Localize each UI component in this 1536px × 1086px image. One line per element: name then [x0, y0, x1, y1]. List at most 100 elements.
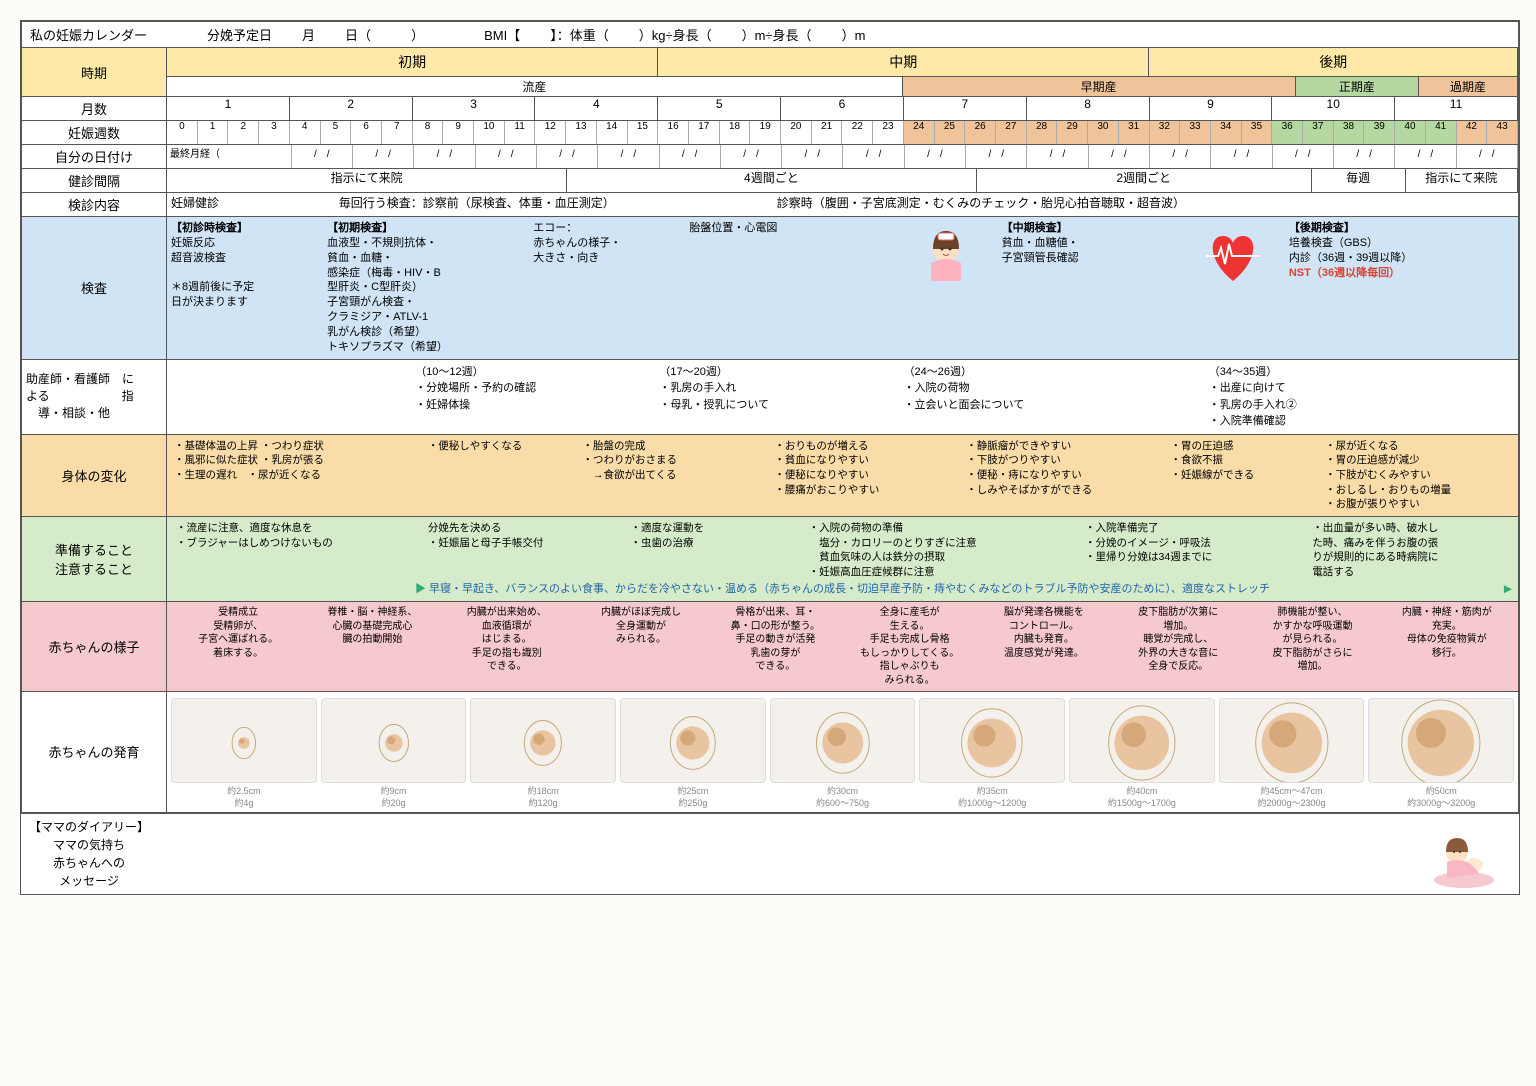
growth-size: 約2.5cm	[171, 786, 317, 798]
week-cell: 19	[750, 121, 781, 144]
own-date-slot: / /	[1211, 145, 1272, 168]
label-exam: 検査	[22, 217, 167, 359]
own-date-slot: / /	[1273, 145, 1334, 168]
own-date-slot: / /	[1027, 145, 1088, 168]
growth-size: 約35cm	[919, 786, 1065, 798]
own-date-slot: / /	[1150, 145, 1211, 168]
month-cell: 11	[1395, 97, 1518, 120]
week-cell: 32	[1150, 121, 1181, 144]
checkup-content-row: 妊婦健診 毎回行う検査：診察前（尿検査、体重・血圧測定） 診察時（腹囲・子宮底測…	[167, 193, 1518, 216]
label-body: 身体の変化	[22, 435, 167, 516]
growth-item: 約9cm約20g	[321, 698, 467, 809]
growth-weight: 約20g	[321, 798, 467, 810]
week-cell: 22	[842, 121, 873, 144]
growth-item: 約35cm約1000g～1200g	[919, 698, 1065, 809]
label-weeks: 妊娠週数	[22, 121, 167, 144]
month-cell: 4	[535, 97, 658, 120]
growth-size: 約40cm	[1069, 786, 1215, 798]
week-cell: 24	[904, 121, 935, 144]
week-cell: 36	[1272, 121, 1303, 144]
label-checkup-content: 検診内容	[22, 193, 167, 216]
week-cell: 0	[167, 121, 198, 144]
week-cell: 17	[689, 121, 720, 144]
growth-item: 約50cm約3000g～3200g	[1368, 698, 1514, 809]
checkup-interval-cell: 指示にて来院	[1406, 169, 1518, 192]
week-cell: 5	[321, 121, 352, 144]
week-cell: 18	[720, 121, 751, 144]
own-date-slot: / /	[1334, 145, 1395, 168]
sub-miscarriage: 流産	[167, 77, 903, 96]
diary-title: 【ママのダイアリー】	[29, 818, 149, 836]
label-midwife: 助産師・看護師 に よる 指 導・相談・他	[22, 360, 167, 434]
label-growth: 赤ちゃんの発育	[22, 692, 167, 811]
growth-size: 約50cm	[1368, 786, 1514, 798]
sub-fullterm: 正期産	[1296, 77, 1419, 96]
growth-size: 約30cm	[770, 786, 916, 798]
own-date-slot: / /	[353, 145, 414, 168]
week-cell: 3	[259, 121, 290, 144]
week-cell: 9	[443, 121, 474, 144]
prep-body: ・流産に注意、適度な休息を ・ブラジャーはしめつけないもの 分娩先を決める ・妊…	[167, 517, 1518, 601]
week-cell: 8	[413, 121, 444, 144]
sub-postterm: 過期産	[1419, 77, 1518, 96]
arrow-right-icon: ▶	[1504, 582, 1512, 597]
growth-item: 約2.5cm約4g	[171, 698, 317, 809]
pregnancy-calendar: 私の妊娠カレンダー 分娩予定日 月 日（ ） BMI【 】：体重（ ）kg÷身長…	[20, 20, 1520, 814]
label-months: 月数	[22, 97, 167, 120]
month-cell: 3	[413, 97, 536, 120]
growth-size: 約18cm	[470, 786, 616, 798]
label-prep: 準備すること 注意すること	[22, 517, 167, 601]
fetus-illustration	[620, 698, 766, 783]
period-late: 後期	[1149, 48, 1518, 76]
week-cell: 40	[1395, 121, 1426, 144]
growth-weight: 約250g	[620, 798, 766, 810]
week-cell: 11	[505, 121, 536, 144]
week-cell: 30	[1088, 121, 1119, 144]
fetus-illustration	[321, 698, 467, 783]
growth-weight: 約600～750g	[770, 798, 916, 810]
checkup-interval-cell: 毎週	[1312, 169, 1406, 192]
week-cell: 39	[1364, 121, 1395, 144]
month-cell: 2	[290, 97, 413, 120]
growth-size: 約25cm	[620, 786, 766, 798]
week-cell: 13	[566, 121, 597, 144]
week-cell: 26	[965, 121, 996, 144]
week-cell: 4	[290, 121, 321, 144]
week-cell: 1	[198, 121, 229, 144]
week-cell: 21	[812, 121, 843, 144]
own-date-slot: / /	[721, 145, 782, 168]
weeks-row: 0123456789101112131415161718192021222324…	[167, 121, 1518, 144]
week-cell: 33	[1180, 121, 1211, 144]
growth-item: 約40cm約1500g～1700g	[1069, 698, 1215, 809]
week-cell: 25	[935, 121, 966, 144]
body-body: ・基礎体温の上昇 ・つわり症状 ・風邪に似た症状 ・乳房が張る ・生理の遅れ ・…	[167, 435, 1518, 516]
own-date-row: 最終月経（/ // // // // // // // // // // // …	[167, 145, 1518, 168]
month-cell: 1	[167, 97, 290, 120]
month-cell: 8	[1027, 97, 1150, 120]
own-date-slot: / /	[843, 145, 904, 168]
mother-baby-icon	[1429, 830, 1499, 890]
month-cell: 5	[658, 97, 781, 120]
label-own-date: 自分の日付け	[22, 145, 167, 168]
fetus-illustration	[1368, 698, 1514, 783]
fetus-illustration	[919, 698, 1065, 783]
month-cell: 7	[904, 97, 1027, 120]
week-cell: 23	[873, 121, 904, 144]
growth-weight: 約4g	[171, 798, 317, 810]
nst-label: NST（36週以降毎回）	[1289, 266, 1514, 281]
week-cell: 34	[1211, 121, 1242, 144]
checkup-interval-cell: 4週間ごと	[567, 169, 976, 192]
own-date-slot: / /	[476, 145, 537, 168]
growth-item: 約30cm約600～750g	[770, 698, 916, 809]
own-date-slot: / /	[292, 145, 353, 168]
label-baby: 赤ちゃんの様子	[22, 602, 167, 691]
week-cell: 7	[382, 121, 413, 144]
due-label: 分娩予定日	[207, 25, 272, 44]
months-row: 1234567891011	[167, 97, 1518, 120]
fetus-illustration	[1219, 698, 1365, 783]
own-date-slot: / /	[1457, 145, 1518, 168]
week-cell: 31	[1119, 121, 1150, 144]
week-cell: 37	[1303, 121, 1334, 144]
own-date-slot: / /	[905, 145, 966, 168]
week-cell: 16	[658, 121, 689, 144]
